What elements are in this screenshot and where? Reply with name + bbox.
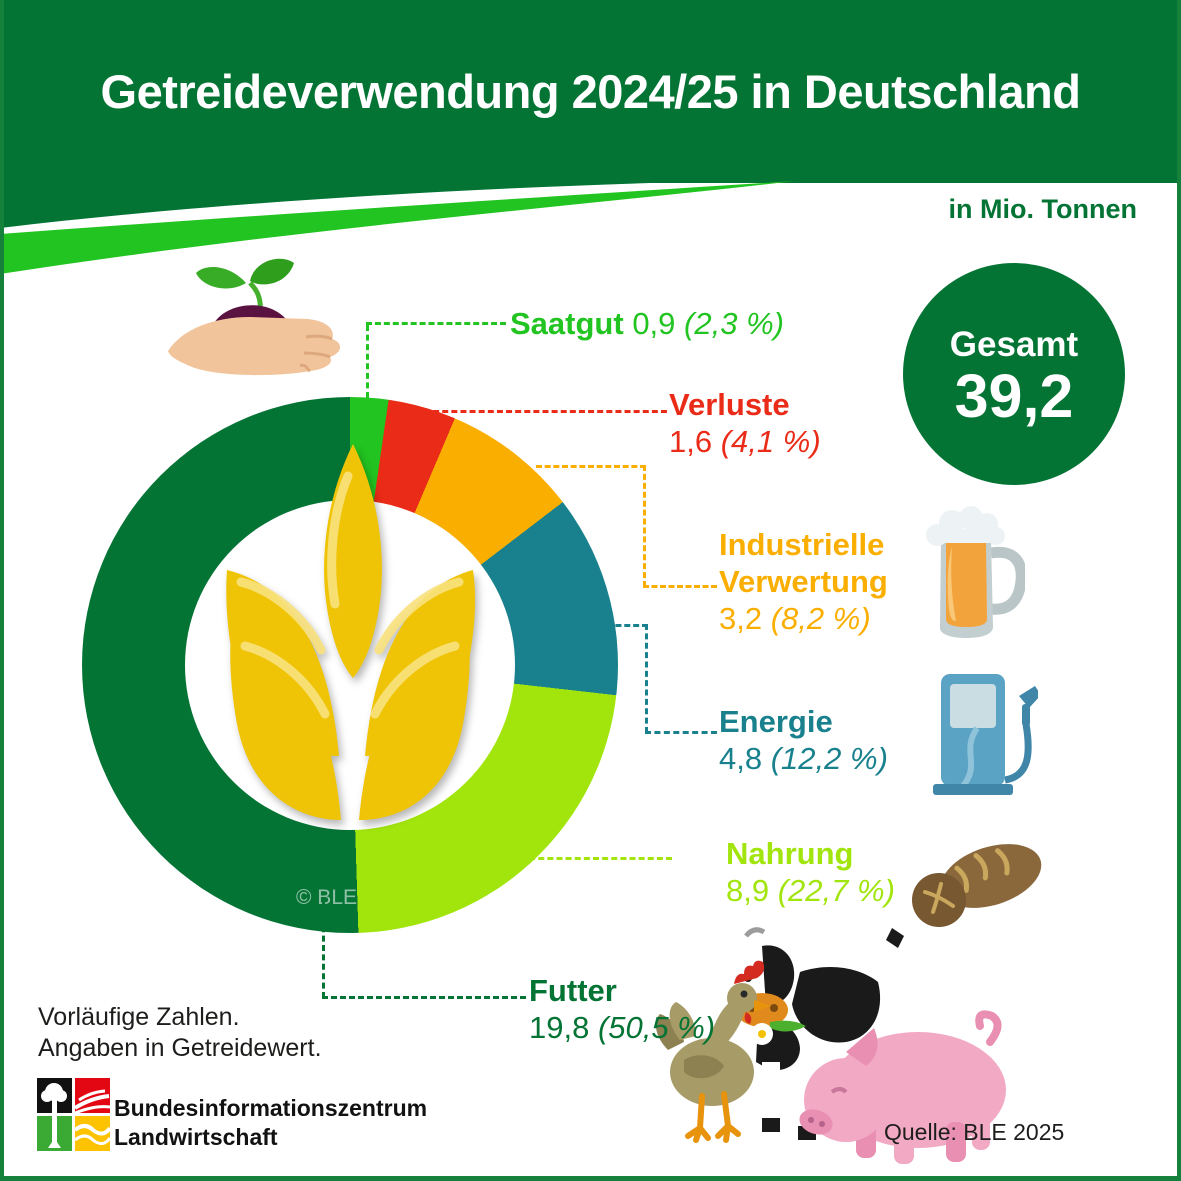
bzl-logo (37, 1078, 110, 1151)
segment-percent: (50,5 %) (597, 1010, 716, 1045)
chicken-icon (655, 960, 770, 1143)
segment-value: 8,9 (726, 873, 770, 908)
leader-futter-h (322, 996, 526, 999)
leader-energie-v (645, 624, 648, 733)
fuel-pump-icon (933, 674, 1038, 795)
leader-industrielle-v (643, 465, 646, 587)
wheat-ear-icon (226, 444, 476, 820)
segment-value: 4,8 (719, 741, 763, 776)
header-band (0, 0, 1181, 228)
leader-nahrung-h (520, 857, 672, 860)
segment-percent: (4,1 %) (720, 424, 821, 459)
farm-animals-icon (655, 927, 1006, 1164)
segment-name: Energie (719, 704, 833, 739)
pig-icon (799, 1010, 1006, 1164)
segment-name: Verluste (669, 387, 790, 422)
label-nahrung: Nahrung 8,9 (22,7 %) (726, 835, 895, 909)
leader-saatgut-h (366, 322, 506, 325)
segment-value: 1,6 (669, 424, 713, 459)
label-futter: Futter 19,8 (50,5 %) (529, 972, 715, 1046)
segment-value: 19,8 (529, 1010, 590, 1045)
leader-energie-h2 (645, 731, 717, 734)
hand-sprout-icon (168, 258, 341, 376)
total-badge: Gesamt 39,2 (903, 263, 1125, 485)
leader-industrielle-h2 (643, 585, 717, 588)
footnote: Vorläufige Zahlen. Angaben in Getreidewe… (38, 1002, 322, 1064)
leader-energie-h1 (580, 624, 648, 627)
label-industrielle-verwertung: Industrielle Verwertung 3,2 (8,2 %) (719, 526, 888, 637)
unit-label: in Mio. Tonnen (948, 194, 1137, 224)
segment-name: Futter (529, 973, 617, 1008)
segment-percent: (22,7 %) (777, 873, 895, 908)
label-saatgut: Saatgut 0,9 (2,3 %) (510, 305, 870, 342)
segment-percent: (8,2 %) (770, 601, 871, 636)
segment-name: Saatgut (510, 306, 624, 341)
leader-verluste-h (424, 410, 667, 413)
header-wave (0, 0, 1181, 274)
leader-futter-v (322, 898, 325, 998)
label-verluste: Verluste 1,6 (4,1 %) (669, 386, 821, 460)
leader-industrielle-h1 (536, 465, 646, 468)
segment-value: 0,9 (632, 306, 676, 341)
logo-line2: Landwirtschaft (114, 1124, 278, 1150)
logo-text: Bundesinformationszentrum Landwirtschaft (114, 1094, 427, 1152)
header-swoosh (0, 181, 795, 274)
total-value: 39,2 (954, 362, 1074, 430)
bread-icon (912, 844, 1042, 927)
total-label: Gesamt (949, 325, 1079, 364)
source-credit: Quelle: BLE 2025 (884, 1119, 1065, 1145)
beer-mug-icon (926, 506, 1025, 638)
segment-percent: (2,3 %) (684, 306, 784, 341)
leader-saatgut-v (366, 325, 369, 398)
segment-name: Verwertung (719, 564, 888, 599)
logo-line1: Bundesinformationszentrum (114, 1095, 428, 1121)
footnote-line2: Angaben in Getreidewert. (38, 1034, 322, 1062)
segment-value: 3,2 (719, 601, 763, 636)
segment-name: Industrielle (719, 527, 885, 562)
footnote-line1: Vorläufige Zahlen. (38, 1003, 240, 1031)
label-energie: Energie 4,8 (12,2 %) (719, 703, 888, 777)
segment-percent: (12,2 %) (770, 741, 888, 776)
segment-name: Nahrung (726, 836, 854, 871)
copyright-watermark: © BLE (296, 886, 358, 909)
page-title: Getreideverwendung 2024/25 in Deutschlan… (100, 65, 1081, 118)
